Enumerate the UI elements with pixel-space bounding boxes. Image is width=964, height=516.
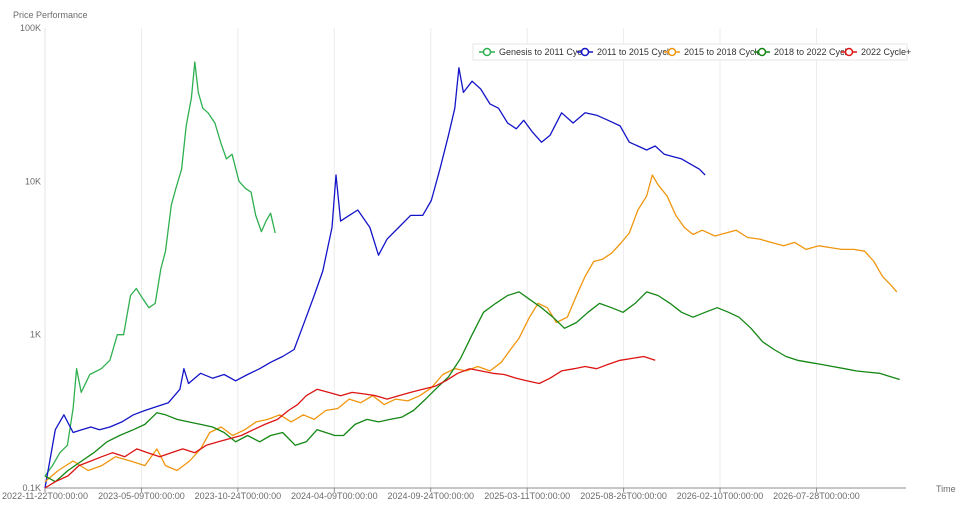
x-tick-label: 2025-08-26T00:00:00 [580,491,667,501]
legend-label: 2018 to 2022 Cycle [774,47,852,57]
series-line-1 [44,61,276,477]
x-tick-label: 2024-09-24T00:00:00 [387,491,474,501]
legend-marker-icon[interactable] [580,47,590,57]
series-line-3 [44,174,898,483]
series-line-5 [44,355,656,489]
legend-label: 2022 Cycle+ [861,47,911,57]
x-tick-label: 2023-05-09T00:00:00 [98,491,185,501]
x-tick-label: 2026-02-10T00:00:00 [677,491,764,501]
y-tick-label: 1K [30,330,41,340]
series-line-4 [44,291,900,483]
x-tick-label: 2026-07-28T00:00:00 [773,491,860,501]
legend-marker-icon[interactable] [757,47,767,57]
x-axis-title: Time [936,484,956,494]
series-line-2 [44,67,706,489]
legend-marker-icon[interactable] [844,47,854,57]
y-tick-label: 0.1K [22,483,41,493]
x-tick-label: 2025-03-11T00:00:00 [484,491,570,501]
x-tick-label: 2022-11-22T00:00:00 [2,491,88,501]
legend-label: Genesis to 2011 Cycle [499,47,589,57]
legend-label: 2015 to 2018 Cycle [684,47,762,57]
y-tick-label: 100K [20,23,41,33]
y-axis-title: Price Performance [13,10,88,20]
x-tick-label: 2024-04-09T00:00:00 [291,491,378,501]
legend-marker-icon[interactable] [482,47,492,57]
legend-box [472,43,908,61]
legend-marker-icon[interactable] [667,47,677,57]
y-tick-label: 10K [25,176,41,186]
legend-label: 2011 to 2015 Cycle [597,47,674,57]
x-tick-label: 2023-10-24T00:00:00 [195,491,282,501]
